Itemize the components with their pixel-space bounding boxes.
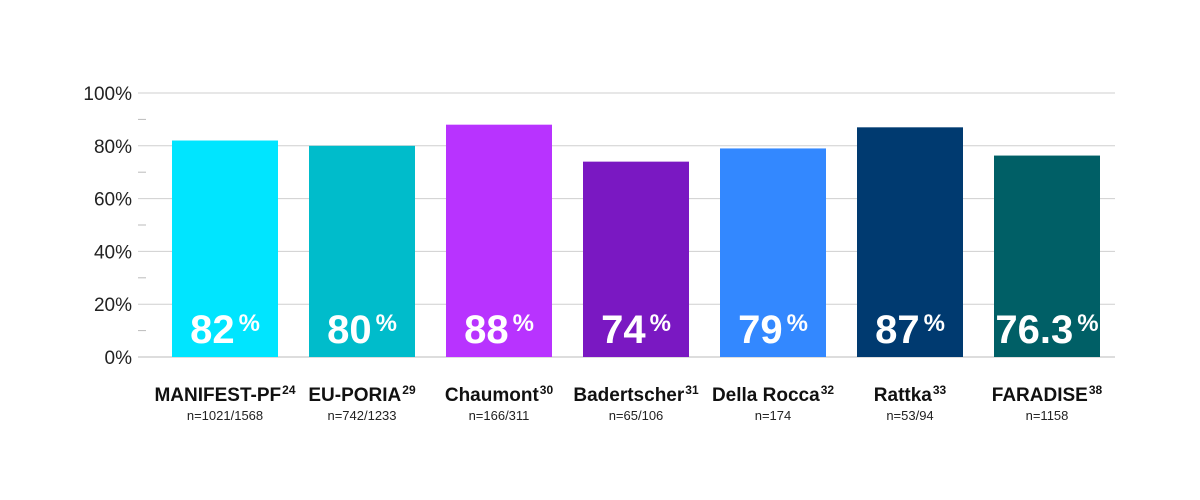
bar-value-number: 79 [738, 308, 783, 352]
bar-value-label: 82% [190, 308, 260, 352]
category-name: Rattka [874, 385, 933, 406]
bar-value-unit: % [650, 310, 671, 337]
category-reference: 31 [685, 383, 699, 397]
y-tick-label: 80% [94, 137, 132, 158]
bar-value-unit: % [376, 310, 397, 337]
bar-value-label: 87% [875, 308, 945, 352]
bar [720, 148, 826, 357]
y-tick-label: 20% [94, 295, 132, 316]
category-n-label: n=166/311 [469, 408, 530, 423]
y-tick-label: 0% [105, 348, 133, 369]
category-label: MANIFEST-PF24 [154, 383, 295, 406]
category-label: FARADISE38 [992, 383, 1103, 406]
bar-value-label: 88% [464, 308, 534, 352]
bar-value-unit: % [787, 310, 808, 337]
bar-value-unit: % [239, 310, 260, 337]
category-reference: 38 [1089, 383, 1103, 397]
bar-value-label: 79% [738, 308, 808, 352]
category-reference: 33 [933, 383, 947, 397]
category-reference: 24 [282, 383, 296, 397]
category-name: MANIFEST-PF [154, 385, 281, 406]
category-name: EU-PORIA [308, 385, 401, 406]
y-tick-label: 40% [94, 242, 132, 263]
category-n-label: n=1021/1568 [187, 408, 263, 423]
category-n-label: n=174 [755, 408, 792, 423]
bar-value-label: 80% [327, 308, 397, 352]
y-tick-label: 60% [94, 190, 132, 211]
bar-value-number: 87 [875, 308, 920, 352]
bar [446, 124, 552, 358]
category-name: Badertscher [573, 385, 684, 406]
bar [309, 145, 415, 357]
category-label: EU-PORIA29 [308, 383, 416, 406]
category-n-label: n=53/94 [886, 408, 933, 423]
bar-value-number: 76.3 [995, 308, 1073, 352]
category-n-label: n=742/1233 [327, 408, 396, 423]
bar-value-number: 88 [464, 308, 509, 352]
bar [172, 140, 278, 357]
bar-value-unit: % [1077, 310, 1098, 337]
bar [994, 155, 1100, 357]
bar-value-unit: % [513, 310, 534, 337]
category-label: Chaumont30 [445, 383, 554, 406]
category-name: Chaumont [445, 385, 540, 406]
bar-value-number: 80 [327, 308, 372, 352]
bar-value-label: 76.3% [995, 308, 1098, 352]
bar-value-unit: % [924, 310, 945, 337]
bar [857, 127, 963, 357]
category-label: Badertscher31 [573, 383, 699, 406]
bar-value-label: 74% [601, 308, 671, 352]
category-reference: 30 [540, 383, 554, 397]
bar [583, 161, 689, 357]
bar-value-number: 74 [601, 308, 646, 352]
bar-value-number: 82 [190, 308, 235, 352]
category-name: Della Rocca [712, 385, 820, 406]
category-n-label: n=65/106 [609, 408, 664, 423]
category-reference: 29 [402, 383, 416, 397]
category-label: Rattka33 [874, 383, 947, 406]
category-n-label: n=1158 [1026, 408, 1069, 423]
y-tick-label: 100% [83, 84, 132, 105]
category-reference: 32 [821, 383, 835, 397]
category-label: Della Rocca32 [712, 383, 834, 406]
category-name: FARADISE [992, 385, 1088, 406]
